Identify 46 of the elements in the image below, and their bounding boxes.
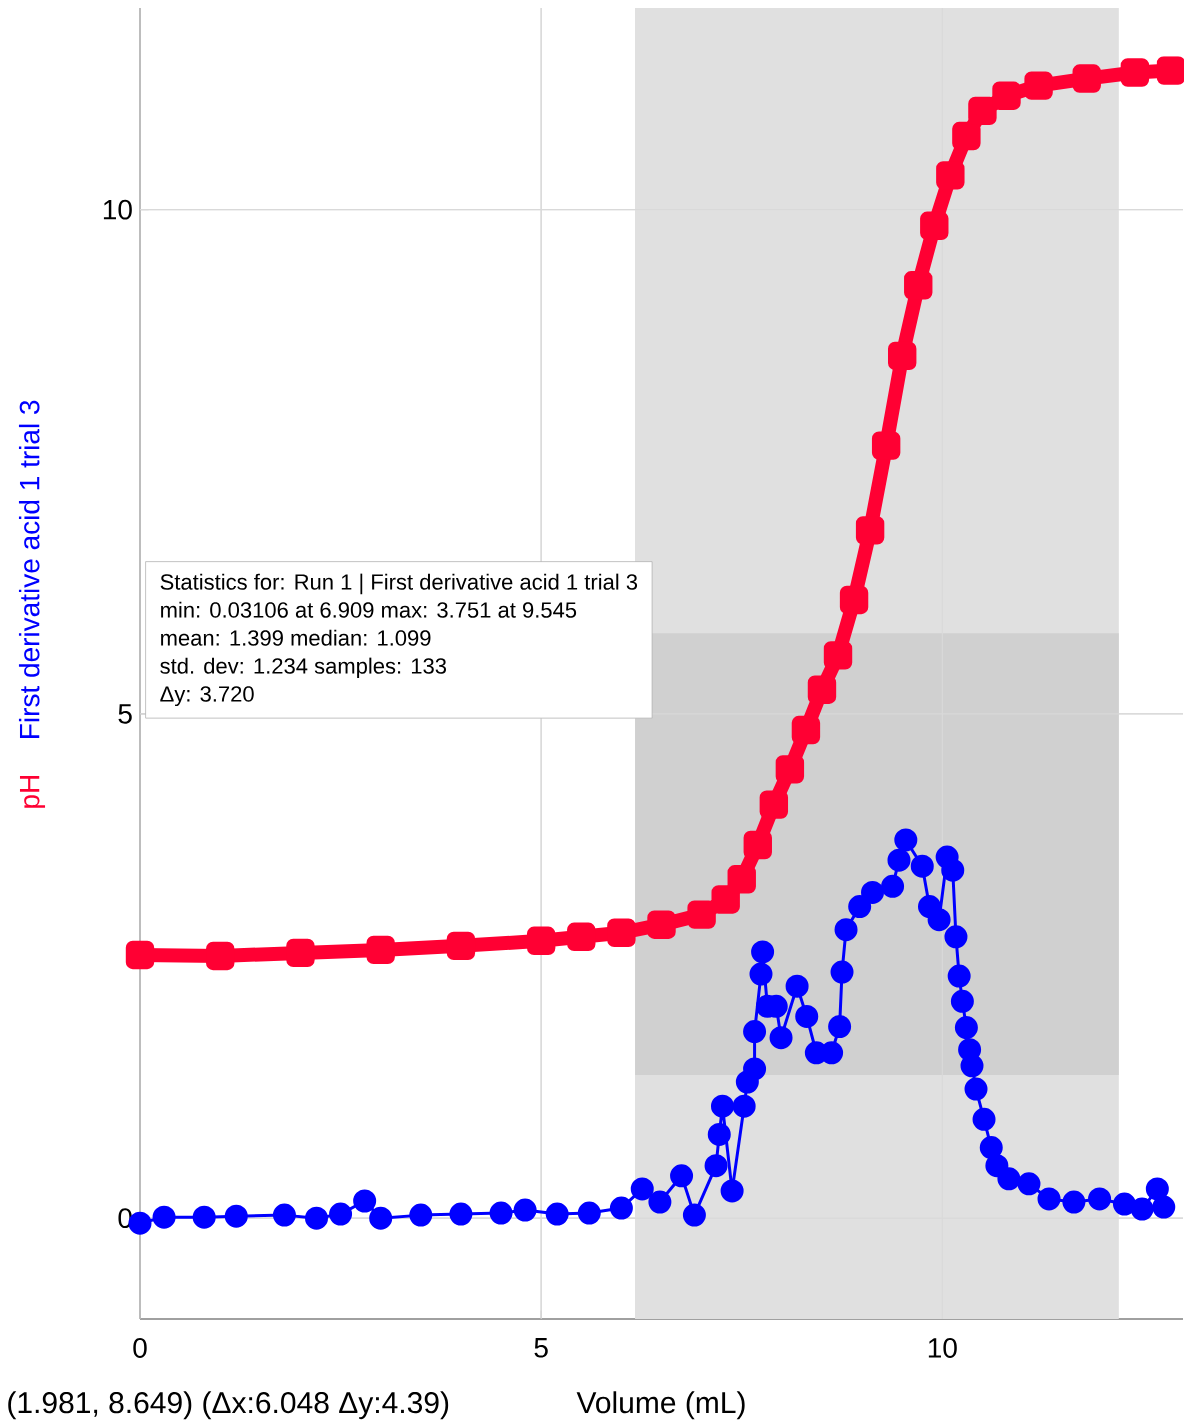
point [1072, 64, 1101, 93]
annotation: min: 0.03106 at 6.909 max: 3.751 at 9.545 [161, 601, 577, 618]
text: First derivative acid 1 trial 3 [18, 400, 40, 738]
point [607, 918, 636, 947]
point [920, 211, 949, 241]
point [125, 940, 155, 970]
point [1024, 71, 1053, 100]
point [791, 715, 821, 745]
point [839, 585, 869, 615]
point [567, 922, 596, 951]
y-tick-label: 10 [103, 199, 132, 220]
point [952, 121, 981, 151]
point [904, 271, 933, 300]
y-tick-label: 5 [118, 704, 132, 724]
point [727, 865, 756, 894]
point [759, 790, 789, 819]
x-tick-label: 0 [133, 1338, 147, 1358]
point [206, 941, 235, 971]
x-axis-title: Volume (mL) [576, 1391, 745, 1420]
point [286, 938, 315, 968]
point [888, 341, 917, 371]
point [687, 900, 716, 929]
point [446, 931, 476, 961]
point [855, 516, 885, 545]
point [711, 885, 740, 914]
point [807, 675, 837, 704]
x-tick-label: 10 [928, 1338, 957, 1358]
point [936, 161, 965, 190]
point [526, 926, 556, 956]
annotation: Statistics for: Run 1 | First derivative acid 1 trial 3 [160, 573, 638, 595]
point [366, 935, 395, 965]
point [1156, 56, 1184, 85]
point [1120, 58, 1150, 87]
point [775, 755, 805, 784]
annotation: std. dev: 1.234 samples: 133 [160, 657, 447, 679]
annotation: mean: 1.399 median: 1.099 [161, 629, 431, 646]
point [992, 81, 1021, 110]
point [968, 96, 997, 126]
x-tick-label: 5 [534, 1338, 548, 1358]
text: (1.981, 8.649) (Δx:6.048 Δy:4.39) [8, 1391, 449, 1420]
text: pH [19, 776, 46, 808]
point [743, 830, 772, 860]
point [871, 431, 901, 460]
point [647, 910, 676, 939]
point [823, 641, 853, 670]
annotation: Δy: 3.720 [160, 686, 254, 707]
